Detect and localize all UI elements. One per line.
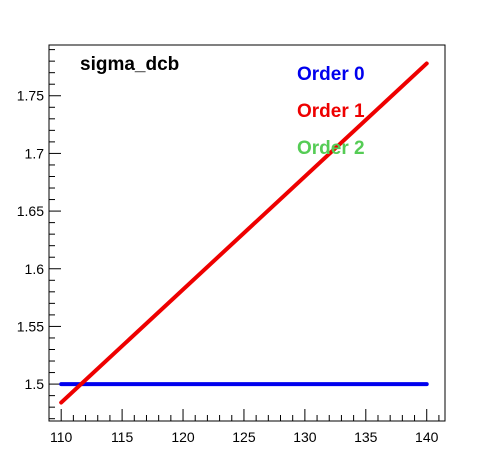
x-tick-label: 135 — [354, 429, 378, 445]
x-axis: 110 115 120 125 130 135 140 — [48, 409, 440, 445]
x-tick-label: 115 — [111, 429, 134, 445]
legend: Order 0 Order 1 Order 2 — [297, 64, 365, 159]
legend-entry-order-0: Order 0 — [297, 64, 365, 85]
y-tick-label: 1.7 — [25, 145, 45, 161]
plot-frame — [48, 44, 446, 422]
x-tick-label: 140 — [415, 429, 439, 445]
x-tick-label: 125 — [232, 429, 256, 445]
y-tick-label: 1.75 — [17, 88, 44, 104]
y-tick-label: 1.65 — [17, 203, 44, 219]
chart-title: sigma_dcb — [80, 54, 179, 75]
legend-entry-order-1: Order 1 — [297, 101, 365, 122]
series-group — [59, 61, 429, 405]
legend-entry-order-2: Order 2 — [297, 138, 365, 159]
y-tick-label: 1.5 — [25, 376, 45, 392]
x-tick-label: 110 — [50, 429, 73, 445]
series-line-order-1 — [59, 61, 429, 405]
x-tick-label: 120 — [171, 429, 195, 445]
y-tick-label: 1.55 — [17, 318, 44, 334]
y-tick-label: 1.6 — [25, 261, 45, 277]
x-tick-label: 130 — [293, 429, 317, 445]
y-axis: 1.5 1.55 1.6 1.65 1.7 1.75 — [17, 49, 61, 420]
